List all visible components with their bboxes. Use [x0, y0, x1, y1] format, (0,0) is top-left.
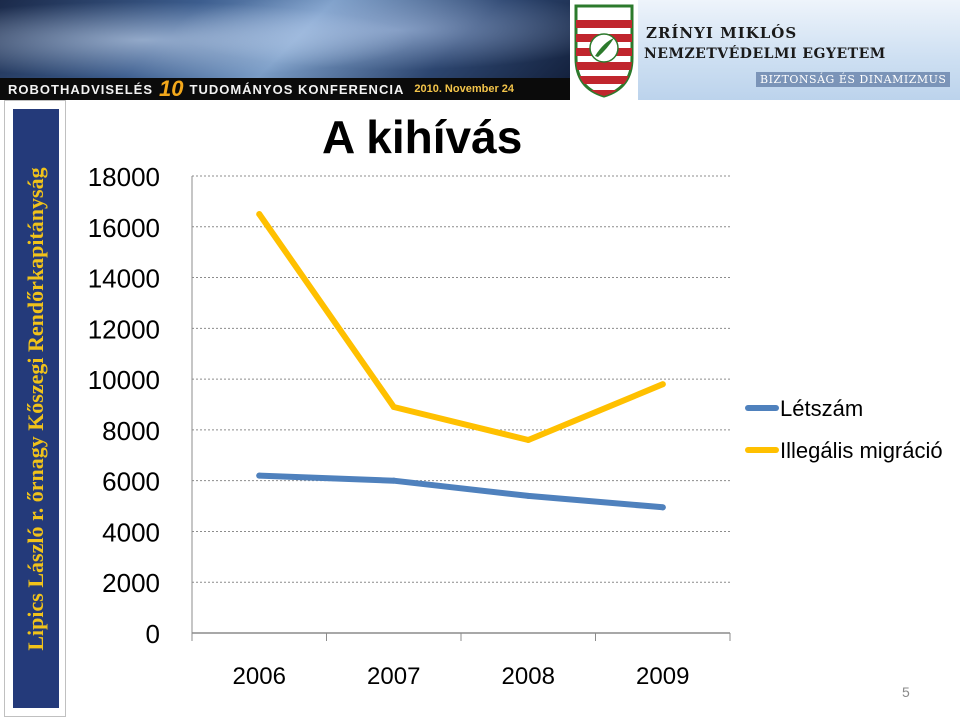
- conference-name-left: ROBOTHADVISELÉS: [8, 81, 154, 97]
- y-tick-label: 16000: [88, 213, 160, 243]
- y-tick-label: 18000: [88, 162, 160, 192]
- legend-label: Létszám: [780, 396, 863, 421]
- author-sidebar: Lipics László r. őrnagy Kőszegi Rendőrka…: [4, 100, 66, 717]
- x-tick-label: 2007: [367, 663, 420, 690]
- data-point: [390, 477, 397, 484]
- legend-label: Illegális migráció: [780, 438, 943, 463]
- x-tick-label: 2009: [636, 663, 689, 690]
- university-slogan: BIZTONSÁG ÉS DINAMIZMUS: [756, 72, 951, 87]
- crest-shield-icon: [574, 4, 634, 98]
- university-name-panel: ZRÍNYI MIKLÓS NEMZETVÉDELMI EGYETEM BIZT…: [638, 0, 960, 100]
- data-point: [659, 504, 666, 511]
- conference-number: 10: [159, 76, 184, 100]
- header-banner: ROBOTHADVISELÉS 10 TUDOMÁNYOS KONFERENCI…: [0, 0, 960, 100]
- series-line-letszam: [256, 472, 666, 511]
- y-tick-label: 10000: [88, 365, 160, 395]
- y-tick-label: 14000: [88, 264, 160, 294]
- university-crest-logo: [570, 0, 638, 100]
- conference-name-right: TUDOMÁNYOS KONFERENCIA: [189, 81, 405, 97]
- slide-title: A kihívás: [322, 111, 523, 163]
- chart-gridlines: [192, 175, 730, 634]
- series-line-illegalis-migracio: [256, 211, 666, 443]
- y-tick-label: 2000: [102, 568, 160, 598]
- conference-title-strip: ROBOTHADVISELÉS 10 TUDOMÁNYOS KONFERENCI…: [0, 78, 570, 100]
- page-number: 5: [902, 684, 910, 700]
- university-name-line2: NEMZETVÉDELMI EGYETEM: [644, 46, 886, 62]
- data-point: [256, 211, 263, 218]
- chart-legend: Létszám Illegális migráció: [745, 396, 943, 463]
- conference-banner-image: ROBOTHADVISELÉS 10 TUDOMÁNYOS KONFERENCI…: [0, 0, 570, 100]
- y-tick-label: 0: [146, 619, 160, 649]
- y-tick-label: 12000: [88, 314, 160, 344]
- data-point: [659, 381, 666, 388]
- x-tick-label: 2008: [502, 663, 555, 690]
- university-name-line1: ZRÍNYI MIKLÓS: [646, 24, 798, 42]
- chart-series: [256, 211, 666, 511]
- x-tick-label: 2006: [233, 663, 286, 690]
- data-point: [525, 437, 532, 444]
- data-point: [256, 472, 263, 479]
- y-tick-label: 6000: [102, 467, 160, 497]
- author-sidebar-panel: Lipics László r. őrnagy Kőszegi Rendőrka…: [13, 109, 59, 708]
- chart-axes: 0 2000 4000 6000 8000 10000 12000 14000 16000 180…: [88, 162, 731, 690]
- y-tick-label: 4000: [102, 517, 160, 547]
- data-point: [390, 404, 397, 411]
- y-tick-label: 8000: [102, 416, 160, 446]
- data-point: [525, 492, 532, 499]
- conference-date: 2010. November 24: [414, 83, 515, 95]
